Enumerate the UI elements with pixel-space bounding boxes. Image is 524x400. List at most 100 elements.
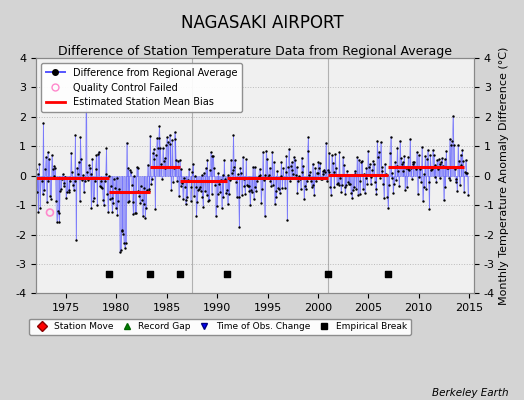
Point [259, 177, 268, 183]
Point [79, 172, 87, 179]
Point [199, 204, 208, 210]
Point [216, 188, 224, 195]
Point [57, 186, 66, 192]
Point [105, 271, 114, 278]
Point [153, 135, 161, 142]
Point [355, 156, 363, 163]
Point [250, 164, 259, 170]
Point [192, 213, 201, 219]
Point [149, 150, 157, 156]
Point [91, 177, 99, 184]
Point [388, 170, 397, 176]
Point [99, 196, 107, 203]
Point [49, 166, 57, 172]
Point [439, 163, 447, 169]
Point [378, 168, 387, 174]
Point [249, 196, 258, 203]
Point [287, 159, 296, 166]
Point [319, 170, 328, 177]
Point [76, 134, 84, 141]
Point [156, 145, 165, 152]
Point [166, 132, 174, 138]
Point [328, 152, 336, 158]
Point [176, 182, 184, 189]
Point [187, 197, 195, 204]
Point [398, 161, 406, 167]
Point [365, 164, 373, 170]
Point [321, 168, 330, 175]
Point [143, 187, 151, 193]
Point [379, 180, 387, 187]
Point [181, 184, 189, 190]
Point [404, 154, 412, 160]
Point [59, 183, 68, 189]
Point [377, 164, 386, 170]
Point [191, 184, 200, 190]
Point [285, 146, 293, 153]
Point [460, 189, 468, 196]
Point [325, 150, 334, 156]
Point [286, 178, 294, 184]
Point [270, 200, 279, 207]
Point [176, 271, 184, 278]
Point [127, 169, 135, 175]
Text: Berkeley Earth: Berkeley Earth [432, 388, 508, 398]
Point [113, 212, 122, 218]
Point [180, 174, 188, 181]
Point [85, 162, 93, 168]
Point [423, 156, 431, 162]
Point [221, 175, 230, 182]
Point [437, 159, 445, 165]
Point [290, 154, 298, 160]
Point [85, 164, 94, 171]
Point [399, 168, 408, 174]
Point [358, 158, 366, 164]
Point [222, 190, 230, 197]
Point [362, 175, 370, 182]
Point [63, 189, 71, 196]
Point [349, 187, 357, 194]
Point [345, 172, 354, 178]
Point [274, 185, 282, 192]
Point [305, 172, 313, 178]
Point [308, 184, 316, 190]
Point [206, 149, 215, 156]
Point [277, 159, 286, 166]
Point [142, 204, 150, 211]
Point [355, 191, 364, 197]
Point [381, 171, 390, 177]
Point [441, 184, 450, 190]
Point [386, 150, 394, 156]
Point [231, 157, 239, 163]
Point [51, 165, 59, 172]
Point [201, 188, 209, 194]
Point [32, 188, 41, 195]
Point [163, 139, 172, 146]
Point [35, 161, 43, 167]
Point [152, 152, 160, 158]
Point [427, 167, 435, 174]
Point [319, 168, 327, 175]
Point [396, 137, 404, 144]
Point [415, 174, 423, 180]
Point [376, 139, 385, 146]
Point [225, 191, 234, 198]
Point [128, 199, 137, 206]
Point [299, 163, 308, 169]
Point [429, 147, 437, 153]
Point [268, 148, 276, 155]
Point [238, 154, 247, 160]
Point [410, 159, 419, 165]
Point [330, 168, 338, 175]
Point [165, 164, 173, 170]
Point [341, 191, 350, 197]
Point [414, 152, 423, 158]
Point [219, 193, 227, 200]
Point [212, 213, 220, 220]
Point [426, 152, 434, 158]
Point [266, 178, 275, 184]
Point [70, 178, 79, 184]
Point [73, 165, 81, 171]
Title: Difference of Station Temperature Data from Regional Average: Difference of Station Temperature Data f… [58, 45, 452, 58]
Point [140, 185, 148, 191]
